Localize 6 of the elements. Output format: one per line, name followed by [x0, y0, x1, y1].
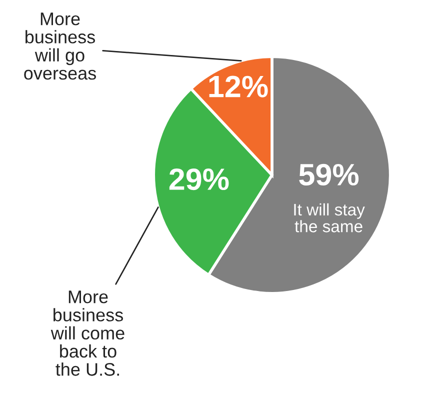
data-label: 12% — [209, 76, 268, 98]
data-label: 59% — [299, 164, 359, 186]
slice-label: More business will go overseas — [24, 12, 96, 80]
data-label: 29% — [169, 168, 229, 190]
slice-label: It will stay the same — [294, 203, 365, 232]
slice-label: More business will come back to the U.S. — [50, 290, 124, 376]
